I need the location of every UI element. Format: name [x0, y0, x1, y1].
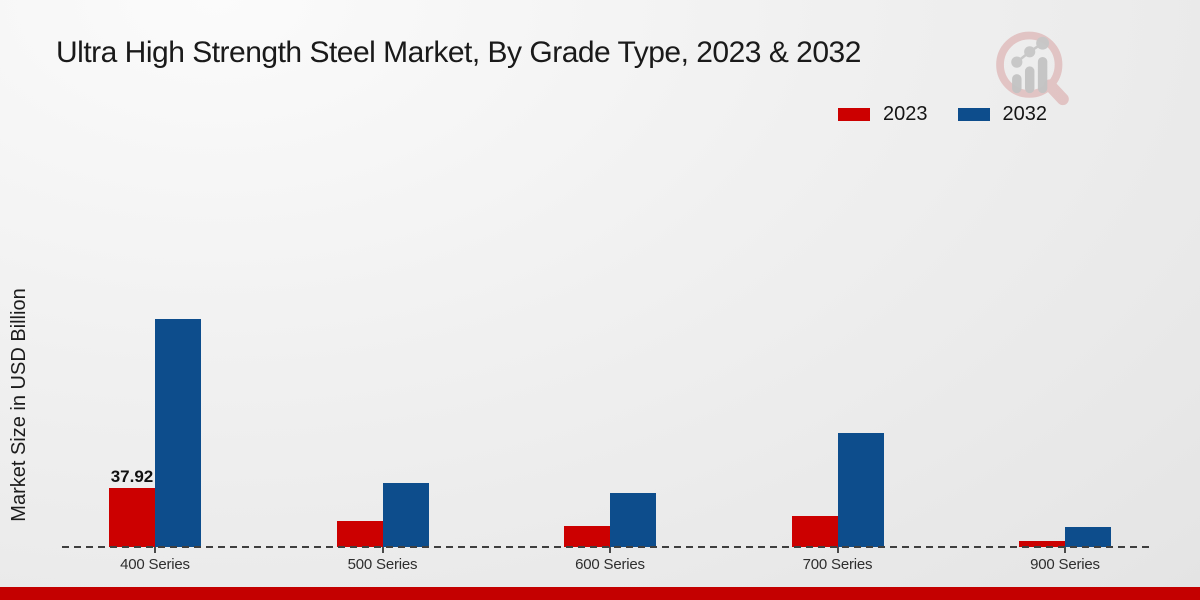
legend-label: 2023 [883, 103, 928, 125]
bar-2023-700-series [791, 516, 838, 547]
legend-swatch [838, 108, 870, 121]
x-axis-label-900-series: 900 Series [1030, 556, 1100, 573]
data-label: 37.92 [110, 467, 154, 486]
bar-2023-500-series [336, 520, 383, 547]
footer-accent-bar [0, 587, 1200, 600]
x-axis-label-500-series: 500 Series [347, 556, 418, 573]
x-axis-label-400-series: 400 Series [120, 556, 190, 573]
bar-2023-600-series [564, 525, 610, 547]
legend-item-2032: 2032 [957, 103, 1048, 126]
legend-swatch [957, 108, 990, 121]
bar-2032-600-series [610, 493, 656, 547]
bar-2032-700-series [837, 432, 884, 547]
x-axis-tick [381, 547, 384, 553]
x-axis-tick [609, 547, 611, 553]
x-axis-tick [1064, 547, 1066, 553]
bar-2032-400-series [155, 319, 201, 547]
x-axis-tick [154, 547, 156, 553]
bar-2023-400-series [109, 488, 155, 547]
x-axis-label-700-series: 700 Series [802, 556, 873, 573]
legend: 2023 2032 [838, 103, 1047, 126]
legend-item-2023: 2023 [838, 103, 928, 126]
x-axis-label-600-series: 600 Series [575, 556, 645, 573]
legend-label: 2032 [1002, 103, 1048, 125]
x-axis-baseline [62, 546, 1152, 548]
bar-2023-900-series [1019, 540, 1065, 547]
chart-title: Ultra High Strength Steel Market, By Gra… [56, 36, 861, 69]
bar-2032-500-series [382, 483, 429, 547]
magnifier-bar-chart-logo-icon [996, 31, 1069, 106]
x-axis-tick [836, 547, 839, 553]
bar-2032-900-series [1065, 527, 1111, 547]
